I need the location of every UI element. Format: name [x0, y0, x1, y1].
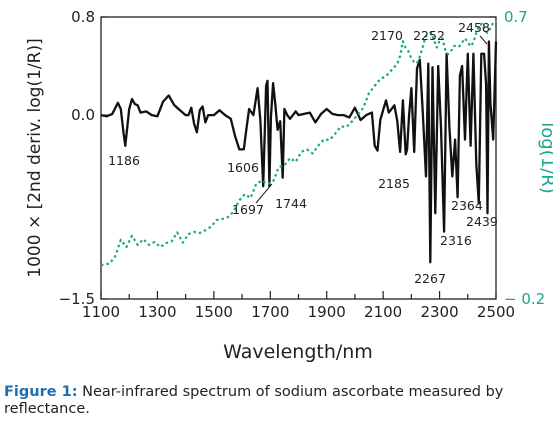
x-tick-label: 2300: [420, 303, 458, 321]
peak-leader-line: [255, 183, 273, 204]
y-axis-left-label: 1000 × [2nd deriv. log(1/R)]: [25, 38, 45, 277]
peak-label: 1606: [227, 160, 259, 175]
y-left-tick-label: −1.5: [59, 290, 95, 308]
y-right-tick-label: − 0.2: [504, 290, 545, 308]
figure-caption: Figure 1: Near-infrared spectrum of sodi…: [4, 384, 549, 418]
peak-label: 2316: [440, 233, 472, 248]
series-layer: [100, 19, 498, 267]
spectrum-chart: 1100 1300 1500 1700 1900 2100 2300 2500 0.8 0.0 −…: [25, 8, 553, 363]
peak-label: 1186: [108, 153, 140, 168]
caption-label: Figure 1:: [4, 384, 78, 400]
peak-label: 2252: [413, 28, 445, 43]
x-axis-label: Wavelength/nm: [223, 341, 373, 363]
x-tick-label: 2100: [364, 303, 402, 321]
peak-label: 2185: [378, 176, 410, 191]
x-tick-label: 1300: [138, 303, 176, 321]
peak-label: 2170: [371, 28, 403, 43]
second-derivative-line: [100, 40, 498, 264]
y-axis-right: 0.7 − 0.2: [489, 8, 545, 308]
reflectance-line: [100, 19, 497, 267]
x-tick-label: 2500: [477, 303, 515, 321]
peak-label: 1697: [232, 202, 264, 217]
peak-label: 2439: [466, 214, 498, 229]
x-tick-label: 1900: [308, 303, 346, 321]
peak-label: 2364: [451, 198, 483, 213]
peak-leader-line: [479, 35, 488, 45]
caption-text: Near-infrared spectrum of sodium ascorba…: [4, 384, 504, 417]
peak-label: 1744: [275, 196, 307, 211]
x-tick-label: 1500: [195, 303, 233, 321]
x-tick-label: 1700: [251, 303, 289, 321]
peak-label: 2458: [458, 20, 490, 35]
x-axis: 1100 1300 1500 1700 1900 2100 2300 2500: [82, 291, 515, 321]
x-tick-label: 1100: [82, 303, 120, 321]
peak-label: 2267: [414, 271, 446, 286]
y-left-tick-label: 0.0: [71, 106, 95, 124]
y-right-tick-label: 0.7: [504, 8, 528, 26]
y-axis-right-label: log(1/R): [537, 122, 553, 194]
y-left-tick-label: 0.8: [71, 8, 95, 26]
annotation-layer: 1186 1606 1697 1744 2185 2170 2252 2458 23642439…: [108, 20, 498, 286]
